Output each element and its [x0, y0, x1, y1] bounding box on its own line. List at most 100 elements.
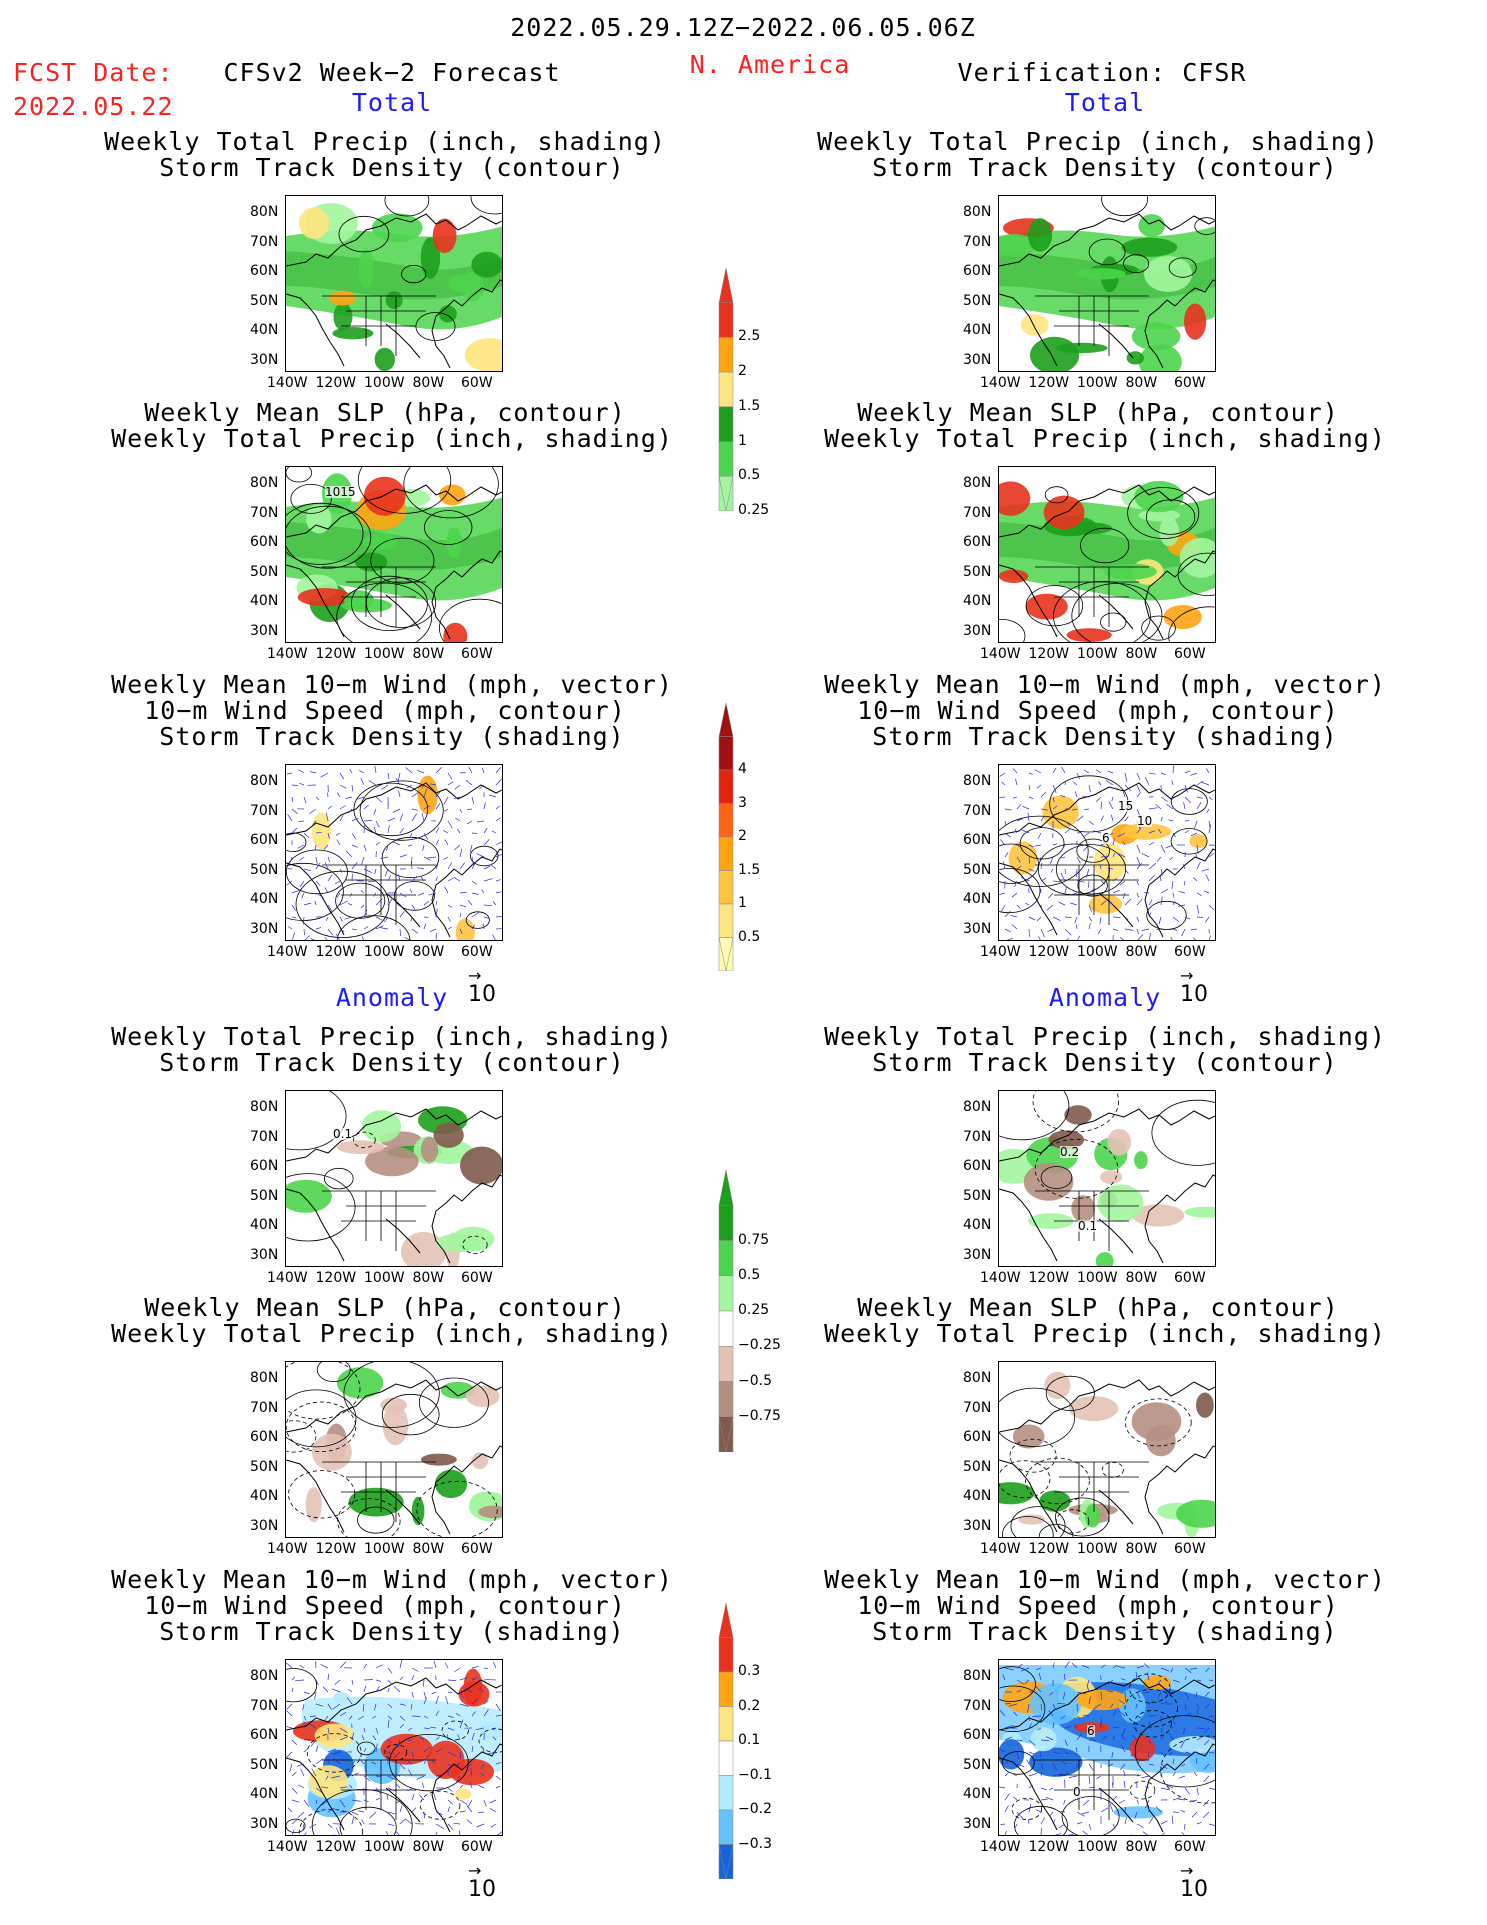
lon-tick-label: 60W — [1174, 1541, 1206, 1557]
lon-tick-label: 120W — [1028, 1541, 1070, 1557]
panel11-title-2: 10−m Wind Speed (mph, contour) — [144, 1591, 626, 1620]
contour-label: 15 — [1118, 799, 1134, 813]
panel6-title-1: Weekly Mean 10−m Wind (mph, vector) — [824, 670, 1386, 699]
colorbar-swatch — [718, 1706, 734, 1742]
lat-tick-label: 40N — [250, 1488, 279, 1504]
lat-tick-label: 60N — [963, 1429, 992, 1445]
lon-tick-label: 120W — [315, 1541, 357, 1557]
panel2-title-2: Storm Track Density (contour) — [872, 153, 1338, 182]
lat-tick-label: 80N — [250, 475, 279, 491]
lat-tick-label: 40N — [250, 891, 279, 907]
lat-tick-label: 60N — [250, 534, 279, 550]
vector-reference: → 10 — [1180, 1863, 1208, 1901]
vector-reference: → 10 — [468, 968, 496, 1006]
lon-tick-label: 100W — [1077, 1270, 1118, 1286]
panel11-title-3: Storm Track Density (shading) — [159, 1617, 625, 1646]
lon-tick-label: 120W — [315, 1270, 357, 1286]
lon-tick-label: 80W — [412, 1541, 445, 1557]
colorbar-track-total — [718, 702, 734, 975]
section-anomaly-verif: Anomaly — [1048, 983, 1162, 1012]
colorbar-swatch — [718, 736, 734, 771]
lon-tick-label: 100W — [1077, 375, 1118, 391]
colorbar-tick-label: 0.1 — [738, 1732, 761, 1748]
lon-tick-label: 60W — [461, 1270, 493, 1286]
map-panel-r3-verification — [998, 764, 1216, 941]
lat-tick-label: 80N — [250, 204, 279, 220]
lon-tick-label: 80W — [1125, 1541, 1158, 1557]
lon-tick-label: 60W — [1174, 1839, 1206, 1855]
lon-tick-label: 120W — [1028, 375, 1070, 391]
lon-tick-label: 100W — [1077, 646, 1118, 662]
lat-tick-label: 50N — [963, 1756, 992, 1773]
panel12-title-3: Storm Track Density (shading) — [872, 1617, 1338, 1646]
lat-tick-label: 30N — [250, 920, 279, 937]
lat-tick-label: 30N — [963, 1517, 992, 1534]
lon-tick-label: 140W — [980, 1839, 1021, 1855]
lat-tick-label: 70N — [250, 1399, 279, 1416]
lat-tick-label: 80N — [250, 1668, 279, 1684]
panel10-title-1: Weekly Mean SLP (hPa, contour) — [857, 1293, 1339, 1322]
panel9-title-2: Weekly Total Precip (inch, shading) — [111, 1319, 673, 1348]
lat-tick-label: 30N — [963, 622, 992, 639]
panel8-title-1: Weekly Total Precip (inch, shading) — [824, 1022, 1386, 1051]
lon-tick-label: 60W — [1174, 944, 1206, 960]
contour-label: 0.2 — [1060, 1145, 1080, 1159]
lon-tick-label: 120W — [1028, 944, 1070, 960]
colorbar-tick-label: −0.3 — [738, 1835, 772, 1852]
lat-tick-label: 40N — [963, 593, 992, 609]
lat-tick-label: 50N — [963, 563, 992, 580]
lat-tick-label: 60N — [963, 1727, 992, 1743]
colorbar-swatch — [718, 1740, 734, 1776]
panel6-title-3: Storm Track Density (shading) — [872, 722, 1338, 751]
lon-tick-label: 80W — [412, 1270, 445, 1286]
lat-tick-label: 30N — [250, 1815, 279, 1832]
vector-reference-value: 10 — [468, 1877, 496, 1902]
lat-tick-label: 30N — [250, 1246, 279, 1263]
lat-tick-label: 50N — [250, 563, 279, 580]
lat-tick-label: 50N — [963, 1187, 992, 1204]
lon-tick-label: 140W — [980, 646, 1021, 662]
lat-tick-label: 80N — [250, 1370, 279, 1386]
map-panel-r2-verification — [998, 466, 1216, 643]
lat-tick-label: 80N — [963, 1370, 992, 1386]
contour-label: 0.1 — [333, 1127, 353, 1141]
lat-tick-label: 80N — [963, 475, 992, 491]
panel3-title-2: Weekly Total Precip (inch, shading) — [111, 424, 673, 453]
colorbar-swatch — [718, 836, 734, 871]
panel4-title-2: Weekly Total Precip (inch, shading) — [824, 424, 1386, 453]
colorbar-tick-label: 2 — [738, 363, 747, 380]
colorbar-tick-label: −0.2 — [738, 1801, 772, 1817]
colorbar-tick-label: 0.2 — [738, 1697, 761, 1714]
colorbar-swatch — [718, 1240, 734, 1277]
panel5-title-1: Weekly Mean 10−m Wind (mph, vector) — [111, 670, 673, 699]
vector-reference-value: 10 — [1180, 982, 1208, 1007]
lon-tick-label: 60W — [461, 944, 493, 960]
lon-tick-label: 60W — [461, 646, 493, 662]
vector-reference-value: 10 — [1180, 1877, 1208, 1902]
lon-tick-label: 60W — [1174, 646, 1206, 662]
map-panel-r1-verification — [998, 195, 1216, 372]
lon-tick-label: 120W — [1028, 646, 1070, 662]
lat-tick-label: 70N — [963, 802, 992, 819]
colorbar-swatch — [718, 371, 734, 408]
lon-tick-label: 100W — [364, 1541, 405, 1557]
lat-tick-label: 70N — [250, 504, 279, 521]
lon-tick-label: 80W — [1125, 1839, 1158, 1855]
colorbar-tick-label: 2.5 — [738, 328, 761, 345]
panel11-title-1: Weekly Mean 10−m Wind (mph, vector) — [111, 1565, 673, 1594]
lat-tick-label: 60N — [963, 534, 992, 550]
lat-tick-label: 60N — [250, 1429, 279, 1445]
lat-tick-label: 40N — [963, 1217, 992, 1233]
lat-tick-label: 30N — [963, 351, 992, 368]
colorbar-tick-label: 1.5 — [738, 397, 761, 414]
lon-tick-label: 140W — [267, 944, 308, 960]
lon-tick-label: 120W — [315, 646, 357, 662]
panel7-title-1: Weekly Total Precip (inch, shading) — [111, 1022, 673, 1051]
lon-tick-label: 80W — [412, 1839, 445, 1855]
lat-tick-label: 70N — [963, 1399, 992, 1416]
contour-label: 0 — [1073, 1785, 1081, 1799]
panel10-title-2: Weekly Total Precip (inch, shading) — [824, 1319, 1386, 1348]
lon-tick-label: 60W — [1174, 375, 1206, 391]
lat-tick-label: 30N — [250, 1517, 279, 1534]
lon-tick-label: 140W — [267, 1541, 308, 1557]
